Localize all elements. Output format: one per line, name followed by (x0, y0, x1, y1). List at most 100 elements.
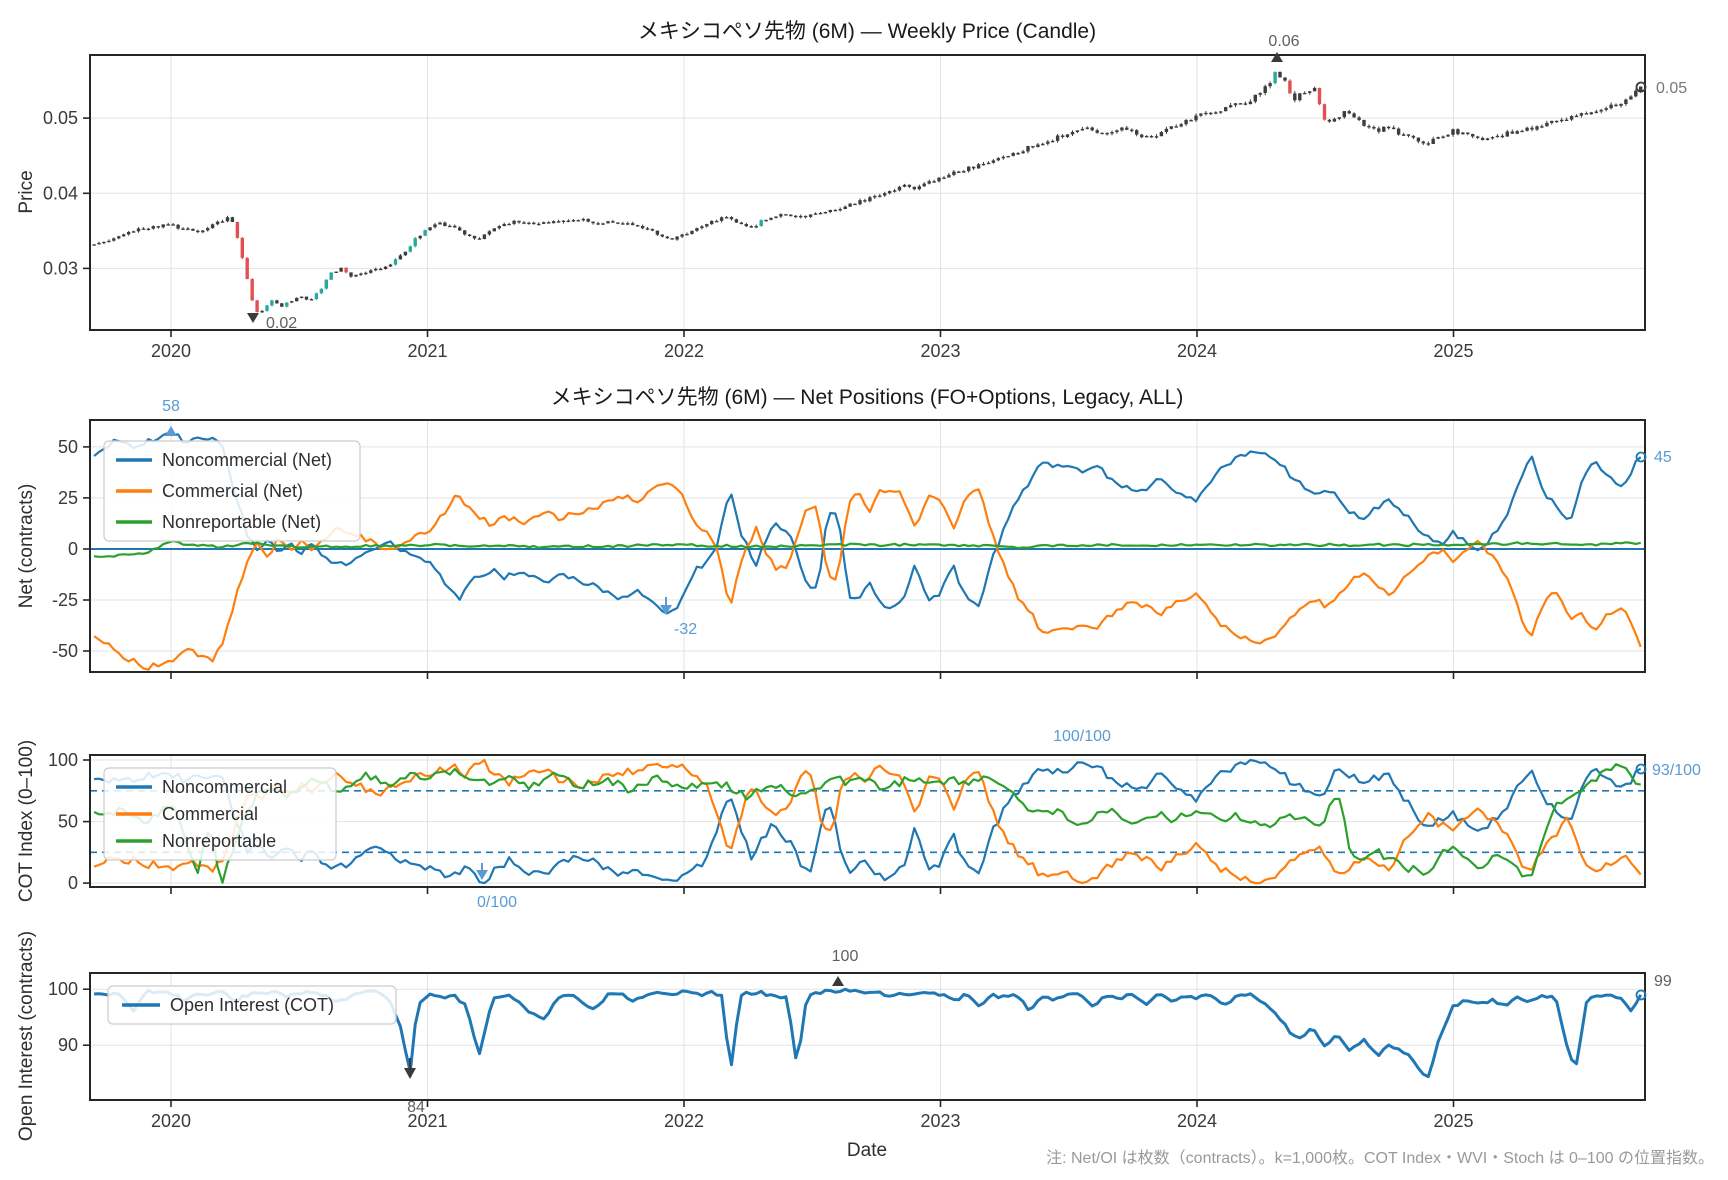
candle-body (542, 222, 546, 224)
candle-body (1619, 104, 1623, 106)
candle-body (991, 160, 996, 163)
x-tick-label: 2020 (151, 341, 191, 361)
candle-body (497, 226, 501, 229)
candle-body (685, 233, 689, 236)
candle-body (1515, 131, 1519, 134)
candle-body (1500, 135, 1505, 138)
candle-body (937, 177, 941, 182)
candle-body (255, 300, 259, 312)
candle-body (443, 222, 447, 226)
candle-body (250, 279, 254, 301)
candle-body (1584, 113, 1589, 115)
x-tick-label: 2024 (1177, 1111, 1217, 1131)
candle-body (976, 164, 981, 169)
candle-body (181, 228, 185, 230)
net-legend-nonreportable-label: Nonreportable (Net) (162, 512, 321, 532)
candle-body (1110, 132, 1114, 134)
oi-high-annotation: 100 (832, 948, 859, 965)
y-tick-label: 0 (68, 873, 78, 893)
candle-body (260, 311, 264, 313)
candle-body (907, 184, 912, 187)
candle-body (1164, 128, 1169, 132)
cot-low-marker-icon (476, 870, 488, 880)
candle-body (922, 183, 926, 187)
candle-body (581, 218, 585, 221)
candle-body (1387, 126, 1391, 129)
candle-body (1569, 116, 1574, 120)
candle-body (314, 293, 319, 300)
candle-body (927, 181, 931, 184)
candle-body (1362, 119, 1366, 126)
candle-body (344, 267, 348, 273)
candle-body (1312, 87, 1317, 92)
candle-body (1485, 138, 1490, 141)
candle-body (1411, 135, 1416, 138)
candle-body (1095, 130, 1099, 133)
candle-body (448, 225, 452, 228)
noncommercial-net--line (93, 431, 1642, 615)
candle-body (1278, 71, 1282, 78)
candle-body (1125, 127, 1129, 130)
nonreportable-net--line (93, 539, 1641, 558)
candle-body (438, 222, 442, 225)
oi-legend-box (107, 985, 397, 1025)
candle-body (364, 272, 368, 275)
candle-body (1564, 119, 1569, 121)
candle-body (1293, 93, 1297, 101)
candle-body (631, 223, 635, 226)
candle-body (1258, 93, 1262, 95)
candle-body (1303, 92, 1307, 95)
candle-body (1021, 151, 1025, 154)
candle-body (823, 212, 828, 214)
candle-body (428, 227, 432, 231)
candle-body (1130, 129, 1134, 132)
candle-body (131, 231, 136, 233)
candle-body (1426, 143, 1430, 145)
y-tick-label: 100 (48, 979, 78, 999)
candle-body (1560, 119, 1564, 122)
candle-body (146, 228, 151, 231)
candle-body (1535, 126, 1539, 130)
candle-body (843, 206, 847, 209)
y-tick-label: 100 (48, 750, 78, 770)
candle-body (290, 301, 294, 303)
candle-body (477, 238, 482, 240)
candle-body (107, 240, 111, 243)
candle-body (463, 230, 467, 235)
x-tick-label: 2024 (1177, 341, 1217, 361)
candle-body (1075, 130, 1080, 132)
oi-high-marker-icon (832, 976, 844, 986)
x-tick-label: 2025 (1433, 1111, 1473, 1131)
oi-low-annotation: 84 (407, 1099, 425, 1116)
candle-body (245, 257, 249, 280)
candle-body (1545, 122, 1549, 127)
candle-body (789, 214, 793, 217)
candle-body (808, 214, 813, 217)
candle-body (1085, 127, 1089, 129)
cot-high-annotation: 100/100 (1053, 728, 1111, 745)
net-low-annotation: -32 (674, 621, 697, 638)
x-tick-label: 2023 (920, 1111, 960, 1131)
candle-body (1100, 132, 1104, 135)
candle-body (1634, 90, 1638, 97)
net-last-annotation: 45 (1654, 449, 1672, 466)
oi-low-marker-icon (404, 1068, 416, 1079)
candle-body (1382, 126, 1386, 132)
candle-body (1604, 108, 1608, 110)
candle-body (383, 266, 388, 269)
candle-body (1451, 129, 1455, 135)
candle-body (492, 228, 496, 232)
x-tick-label: 2022 (664, 1111, 704, 1131)
candle-body (739, 222, 744, 224)
candle-body (537, 223, 541, 226)
price-panel-title: メキシコペソ先物 (6M) — Weekly Price (Candle) (638, 20, 1096, 43)
candle-body (873, 195, 877, 198)
candle-body (220, 221, 225, 223)
candle-body (1416, 137, 1421, 142)
candle-body (1525, 127, 1529, 131)
candle-body (675, 236, 679, 240)
candle-body (611, 221, 615, 223)
candle-body (324, 279, 328, 289)
candle-body (596, 223, 600, 225)
candle-body (1298, 93, 1302, 101)
